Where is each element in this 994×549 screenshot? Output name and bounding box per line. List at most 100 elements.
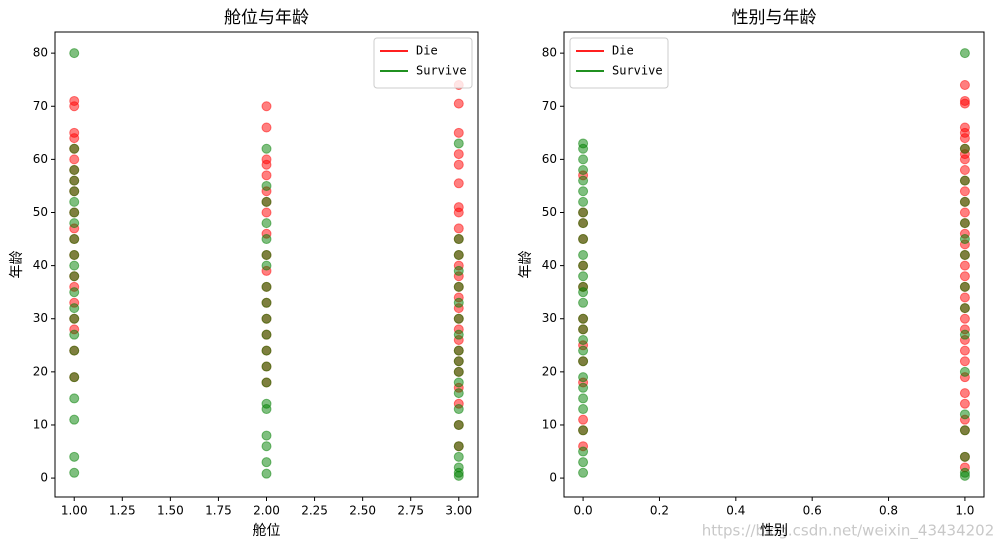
axes-frame xyxy=(563,31,985,498)
point xyxy=(578,334,589,345)
y-tick-label: 60 xyxy=(33,152,48,166)
y-axis-label: 年龄 xyxy=(518,251,534,279)
point xyxy=(261,260,272,271)
point xyxy=(959,186,970,197)
point xyxy=(959,249,970,260)
point xyxy=(453,377,464,388)
point xyxy=(453,138,464,149)
point xyxy=(959,313,970,324)
point xyxy=(453,149,464,160)
y-tick-label: 80 xyxy=(542,46,557,60)
point xyxy=(261,404,272,415)
y-tick-label: 70 xyxy=(33,99,48,113)
y-tick-label: 40 xyxy=(542,258,557,272)
point xyxy=(69,218,80,229)
legend-label: Survive xyxy=(416,64,467,78)
point xyxy=(261,143,272,154)
point xyxy=(578,260,589,271)
point xyxy=(261,430,272,441)
point xyxy=(453,451,464,462)
point xyxy=(261,249,272,260)
point xyxy=(959,133,970,144)
point xyxy=(453,404,464,415)
point xyxy=(959,425,970,436)
point xyxy=(959,409,970,420)
point xyxy=(261,313,272,324)
point xyxy=(959,98,970,109)
point xyxy=(261,159,272,170)
x-tick-label: 2.25 xyxy=(301,504,328,518)
point xyxy=(261,234,272,245)
y-tick-label: 20 xyxy=(33,364,48,378)
point xyxy=(578,356,589,367)
point xyxy=(578,393,589,404)
point xyxy=(578,175,589,186)
x-tick-label: 1.0 xyxy=(955,504,974,518)
y-tick-label: 50 xyxy=(542,205,557,219)
point xyxy=(959,388,970,399)
point xyxy=(261,218,272,229)
point xyxy=(453,470,464,481)
point xyxy=(453,297,464,308)
point xyxy=(578,414,589,425)
point xyxy=(578,382,589,393)
point xyxy=(453,345,464,356)
point xyxy=(453,159,464,170)
point xyxy=(578,154,589,165)
x-tick-label: 1.00 xyxy=(61,504,88,518)
point xyxy=(959,154,970,165)
x-axis-label: 舱位 xyxy=(253,523,281,539)
point xyxy=(959,292,970,303)
point xyxy=(69,234,80,245)
point xyxy=(261,196,272,207)
point xyxy=(578,372,589,383)
x-tick-label: 0.6 xyxy=(803,504,822,518)
point xyxy=(69,372,80,383)
x-tick-label: 1.75 xyxy=(205,504,232,518)
point xyxy=(69,287,80,298)
y-tick-label: 70 xyxy=(542,99,557,113)
point xyxy=(261,170,272,181)
point xyxy=(69,467,80,478)
point xyxy=(453,178,464,189)
x-tick-label: 3.00 xyxy=(445,504,472,518)
point xyxy=(959,175,970,186)
point xyxy=(959,218,970,229)
point xyxy=(453,419,464,430)
point xyxy=(578,457,589,468)
point xyxy=(453,441,464,452)
x-tick-label: 0.2 xyxy=(650,504,669,518)
point xyxy=(69,303,80,314)
point xyxy=(578,234,589,245)
y-tick-label: 0 xyxy=(40,471,48,485)
y-tick-label: 80 xyxy=(33,46,48,60)
point xyxy=(453,356,464,367)
point xyxy=(261,297,272,308)
point xyxy=(578,313,589,324)
point xyxy=(69,393,80,404)
point xyxy=(959,80,970,91)
point xyxy=(959,48,970,59)
point xyxy=(578,287,589,298)
y-tick-label: 50 xyxy=(33,205,48,219)
point xyxy=(959,329,970,340)
point xyxy=(959,165,970,176)
point xyxy=(578,207,589,218)
point xyxy=(261,441,272,452)
point xyxy=(959,451,970,462)
point xyxy=(578,196,589,207)
y-tick-label: 60 xyxy=(542,152,557,166)
x-tick-label: 0.0 xyxy=(574,504,593,518)
x-tick-label: 2.75 xyxy=(397,504,424,518)
point xyxy=(261,180,272,191)
point xyxy=(578,271,589,282)
y-tick-label: 10 xyxy=(542,417,557,431)
point xyxy=(69,186,80,197)
point xyxy=(261,345,272,356)
y-tick-label: 30 xyxy=(542,311,557,325)
point xyxy=(578,143,589,154)
watermark: https://blog.csdn.net/weixin_43434202 xyxy=(702,522,994,541)
